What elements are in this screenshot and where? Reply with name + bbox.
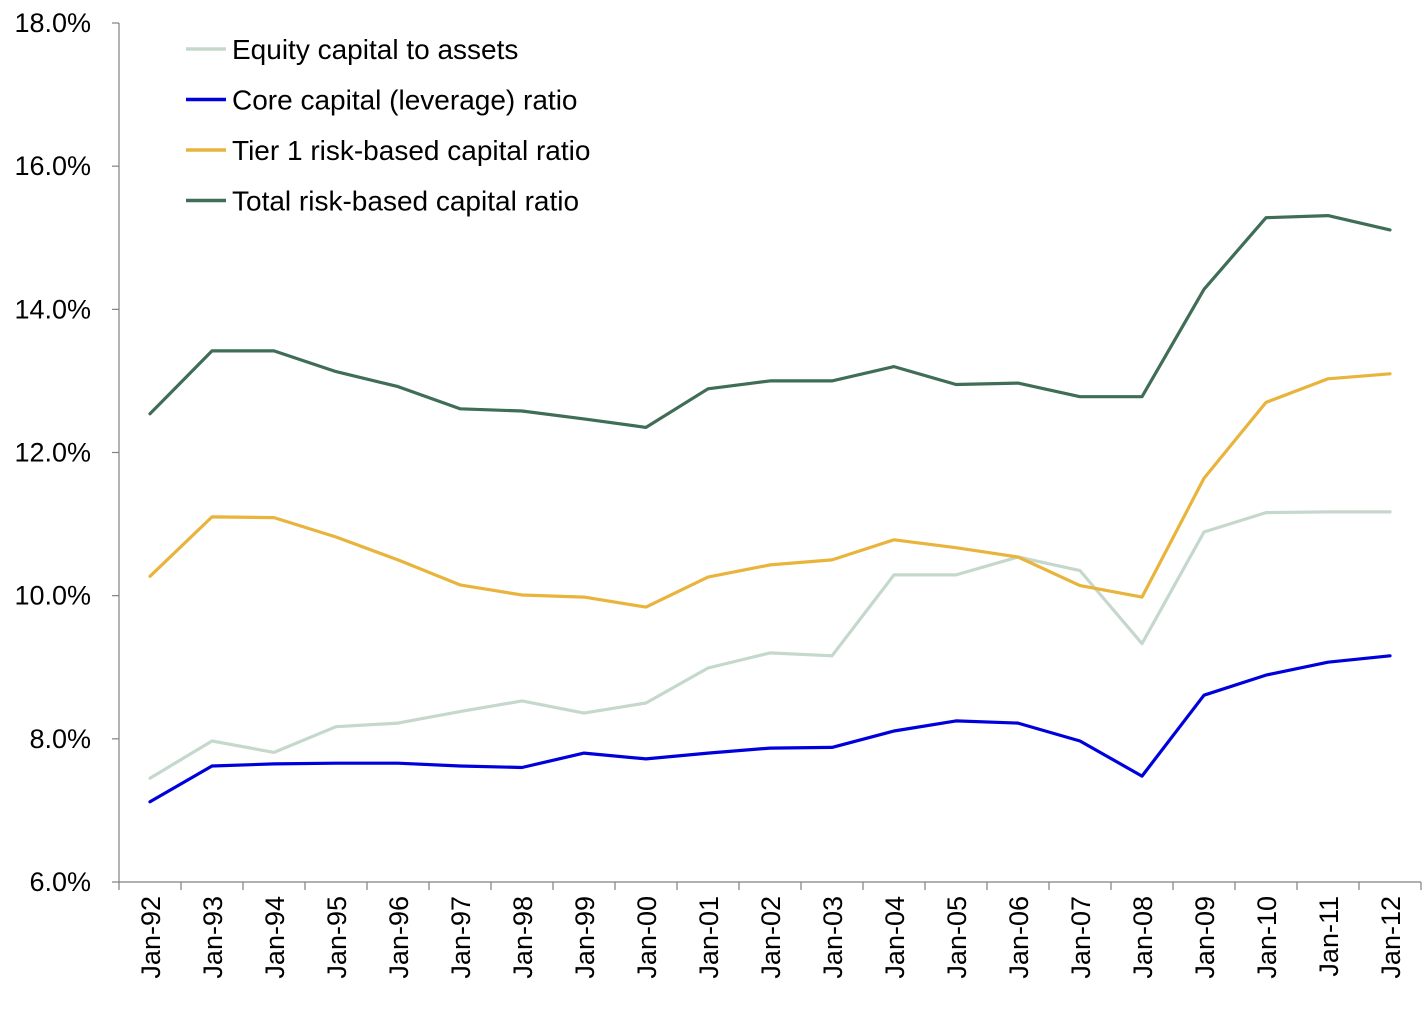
x-tick-label: Jan-00 [632,896,662,979]
legend: Equity capital to assets Core capital (le… [186,34,590,217]
x-tick-label: Jan-04 [880,896,910,979]
series-line-0 [148,510,1392,780]
series-line-3 [148,214,1392,429]
x-tick-label: Jan-99 [570,896,600,979]
y-tick-label: 12.0% [14,438,91,468]
x-tick-label: Jan-97 [446,896,476,979]
x-tick-label: Jan-12 [1376,896,1406,979]
x-axis: Jan-92 Jan-93 Jan-94 Jan-95 Jan-96 Jan-97 Jan-… [118,881,1422,979]
x-tick-label: Jan-08 [1128,896,1158,979]
y-axis: 6.0% 8.0% 10.0% 12.0% 14.0% 16.0% 18.0% [14,8,120,897]
x-tick-label: Jan-02 [756,896,786,979]
x-tick-label: Jan-09 [1190,896,1220,979]
x-tick-label: Jan-92 [136,896,166,979]
x-tick-label: Jan-93 [198,896,228,979]
x-tick-label: Jan-95 [322,896,352,979]
legend-label-3: Total risk-based capital ratio [232,186,579,217]
y-tick-label: 10.0% [14,581,91,611]
x-tick-label: Jan-94 [260,896,290,979]
y-tick-label: 18.0% [14,8,91,38]
x-tick-label: Jan-05 [942,896,972,979]
x-tick-label: Jan-96 [384,896,414,979]
series-line-2 [148,372,1392,609]
x-tick-label: Jan-06 [1004,896,1034,979]
x-tick-label: Jan-10 [1252,896,1282,979]
series-line-1 [148,654,1392,804]
series-layer [148,214,1392,804]
y-tick-label: 16.0% [14,151,91,181]
legend-label-1: Core capital (leverage) ratio [232,85,578,116]
y-tick-label: 6.0% [29,867,91,897]
x-tick-label: Jan-11 [1314,896,1344,977]
x-tick-label: Jan-98 [508,896,538,979]
x-tick-label: Jan-07 [1066,896,1096,979]
y-tick-label: 14.0% [14,294,91,324]
x-tick-label: Jan-03 [818,896,848,979]
y-tick-label: 8.0% [29,724,91,754]
legend-label-2: Tier 1 risk-based capital ratio [232,135,590,166]
x-tick-label: Jan-01 [694,896,724,979]
legend-label-0: Equity capital to assets [232,34,518,65]
